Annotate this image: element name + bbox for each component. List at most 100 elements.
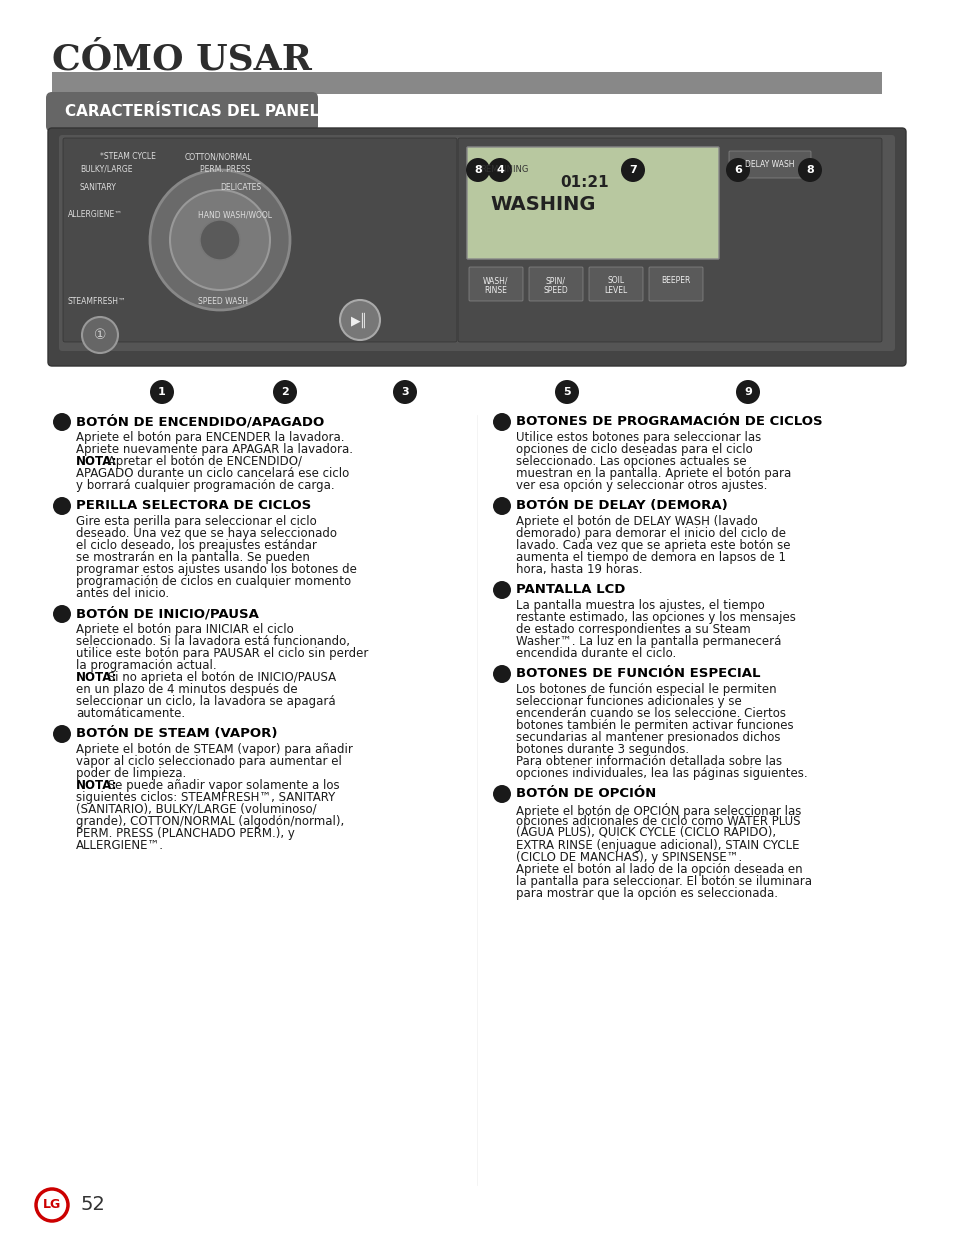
Text: Apriete el botón de DELAY WASH (lavado: Apriete el botón de DELAY WASH (lavado xyxy=(516,515,757,529)
Text: 6: 6 xyxy=(733,165,741,175)
Text: restante estimado, las opciones y los mensajes: restante estimado, las opciones y los me… xyxy=(516,611,795,624)
Text: Washer™. La luz en la pantalla permanecerá: Washer™. La luz en la pantalla permanece… xyxy=(516,635,781,648)
FancyBboxPatch shape xyxy=(59,135,894,351)
FancyBboxPatch shape xyxy=(728,151,810,178)
Circle shape xyxy=(170,190,270,290)
Text: NOTA:: NOTA: xyxy=(76,454,117,468)
FancyBboxPatch shape xyxy=(588,267,642,301)
Text: CARACTERÍSTICAS DEL PANEL DE CONTROL: CARACTERÍSTICAS DEL PANEL DE CONTROL xyxy=(65,105,434,120)
Text: secundarias al mantener presionados dichos: secundarias al mantener presionados dich… xyxy=(516,731,780,743)
Text: programación de ciclos en cualquier momento: programación de ciclos en cualquier mome… xyxy=(76,576,351,588)
Text: la pantalla para seleccionar. El botón se iluminara: la pantalla para seleccionar. El botón s… xyxy=(516,876,811,888)
Text: ①: ① xyxy=(93,329,106,342)
Text: 8: 8 xyxy=(805,165,813,175)
Text: 5: 5 xyxy=(562,387,570,396)
Text: *STEAM CYCLE: *STEAM CYCLE xyxy=(100,152,155,161)
Text: ▶║: ▶║ xyxy=(351,312,368,327)
Text: RINSE: RINSE xyxy=(484,287,507,295)
Text: Apriete nuevamente para APAGAR la lavadora.: Apriete nuevamente para APAGAR la lavado… xyxy=(76,443,353,456)
Text: muestran en la pantalla. Apriete el botón para: muestran en la pantalla. Apriete el botó… xyxy=(516,467,790,480)
Text: 5: 5 xyxy=(498,417,505,427)
Circle shape xyxy=(493,664,511,683)
Text: siguientes ciclos: STEAMFRESH™, SANITARY: siguientes ciclos: STEAMFRESH™, SANITARY xyxy=(76,790,335,804)
Text: Utilice estos botones para seleccionar las: Utilice estos botones para seleccionar l… xyxy=(516,431,760,445)
Text: 3: 3 xyxy=(58,609,66,619)
Text: (CICLO DE MANCHAS), y SPINSENSE™.: (CICLO DE MANCHAS), y SPINSENSE™. xyxy=(516,851,741,864)
Text: WASH/: WASH/ xyxy=(483,275,508,285)
Text: encenderán cuando se los seleccione. Ciertos: encenderán cuando se los seleccione. Cie… xyxy=(516,706,785,720)
Text: Apretar el botón de ENCENDIDO/: Apretar el botón de ENCENDIDO/ xyxy=(103,454,301,468)
Text: Los botones de función especial le permiten: Los botones de función especial le permi… xyxy=(516,683,776,697)
Circle shape xyxy=(465,158,490,182)
Text: se mostrarán en la pantalla. Se pueden: se mostrarán en la pantalla. Se pueden xyxy=(76,551,310,564)
Text: DELICATES: DELICATES xyxy=(220,183,261,191)
Text: seleccionar funciones adicionales y se: seleccionar funciones adicionales y se xyxy=(516,695,741,708)
Text: encendida durante el ciclo.: encendida durante el ciclo. xyxy=(516,647,676,659)
Text: SPIN/: SPIN/ xyxy=(545,275,565,285)
Text: Gire esta perilla para seleccionar el ciclo: Gire esta perilla para seleccionar el ci… xyxy=(76,515,316,529)
Circle shape xyxy=(493,412,511,431)
Text: la programación actual.: la programación actual. xyxy=(76,659,216,672)
Text: Apriete el botón de OPCIÓN para seleccionar las: Apriete el botón de OPCIÓN para seleccio… xyxy=(516,803,801,818)
Circle shape xyxy=(620,158,644,182)
Circle shape xyxy=(488,158,512,182)
Circle shape xyxy=(797,158,821,182)
Text: EXTRA RINSE (enjuague adicional), STAIN CYCLE: EXTRA RINSE (enjuague adicional), STAIN … xyxy=(516,839,799,852)
Text: para mostrar que la opción es seleccionada.: para mostrar que la opción es selecciona… xyxy=(516,887,778,900)
Circle shape xyxy=(493,580,511,599)
Text: botones durante 3 segundos.: botones durante 3 segundos. xyxy=(516,743,688,756)
Text: BOTÓN DE STEAM (VAPOR): BOTÓN DE STEAM (VAPOR) xyxy=(76,727,277,740)
FancyBboxPatch shape xyxy=(46,91,317,132)
Text: Apriete el botón para ENCENDER la lavadora.: Apriete el botón para ENCENDER la lavado… xyxy=(76,431,344,445)
Text: aumenta el tiempo de demora en lapsos de 1: aumenta el tiempo de demora en lapsos de… xyxy=(516,551,785,564)
FancyBboxPatch shape xyxy=(63,138,456,342)
Text: (SANITARIO), BULKY/LARGE (voluminoso/: (SANITARIO), BULKY/LARGE (voluminoso/ xyxy=(76,803,316,816)
Text: La pantalla muestra los ajustes, el tiempo: La pantalla muestra los ajustes, el tiem… xyxy=(516,599,764,613)
Circle shape xyxy=(82,317,118,353)
Text: WASHING: WASHING xyxy=(490,195,595,214)
Text: 1: 1 xyxy=(158,387,166,396)
Text: 52: 52 xyxy=(80,1195,105,1214)
Text: 1: 1 xyxy=(58,417,66,427)
Text: lavado. Cada vez que se aprieta este botón se: lavado. Cada vez que se aprieta este bot… xyxy=(516,538,790,552)
Text: PERILLA SELECTORA DE CICLOS: PERILLA SELECTORA DE CICLOS xyxy=(76,499,311,513)
Text: seleccionado. Las opciones actuales se: seleccionado. Las opciones actuales se xyxy=(516,454,746,468)
Text: 4: 4 xyxy=(58,729,66,739)
Circle shape xyxy=(555,380,578,404)
Text: REMAINING: REMAINING xyxy=(479,165,528,174)
Text: NOTA:: NOTA: xyxy=(76,671,117,684)
Text: ALLERGIENE™.: ALLERGIENE™. xyxy=(76,839,164,852)
Text: 6: 6 xyxy=(498,501,505,511)
FancyBboxPatch shape xyxy=(529,267,582,301)
Text: vapor al ciclo seleccionado para aumentar el: vapor al ciclo seleccionado para aumenta… xyxy=(76,755,341,768)
Text: ALLERGIENE™: ALLERGIENE™ xyxy=(68,210,123,219)
Text: demorado) para demorar el inicio del ciclo de: demorado) para demorar el inicio del cic… xyxy=(516,527,785,540)
Text: Apriete el botón al lado de la opción deseada en: Apriete el botón al lado de la opción de… xyxy=(516,863,801,876)
Text: botones también le permiten activar funciones: botones también le permiten activar func… xyxy=(516,719,793,732)
Circle shape xyxy=(53,725,71,743)
Text: BOTONES DE FUNCIÓN ESPECIAL: BOTONES DE FUNCIÓN ESPECIAL xyxy=(516,667,760,680)
Circle shape xyxy=(725,158,749,182)
Circle shape xyxy=(200,220,240,261)
Text: PERM. PRESS: PERM. PRESS xyxy=(200,165,250,174)
Text: programar estos ajustes usando los botones de: programar estos ajustes usando los boton… xyxy=(76,563,356,576)
Circle shape xyxy=(735,380,760,404)
Text: 7: 7 xyxy=(628,165,637,175)
Text: antes del inicio.: antes del inicio. xyxy=(76,587,169,600)
Text: 4: 4 xyxy=(496,165,503,175)
FancyBboxPatch shape xyxy=(648,267,702,301)
Text: BULKY/LARGE: BULKY/LARGE xyxy=(80,165,132,174)
Text: opciones de ciclo deseadas para el ciclo: opciones de ciclo deseadas para el ciclo xyxy=(516,443,752,456)
Text: de estado correspondientes a su Steam: de estado correspondientes a su Steam xyxy=(516,622,750,636)
Text: 3: 3 xyxy=(401,387,409,396)
Text: STEAMFRESH™: STEAMFRESH™ xyxy=(68,296,127,306)
Text: PANTALLA LCD: PANTALLA LCD xyxy=(516,583,625,597)
Text: 7: 7 xyxy=(498,585,505,595)
Text: NOTA:: NOTA: xyxy=(76,779,117,792)
Text: 8: 8 xyxy=(474,165,481,175)
Text: y borrará cualquier programación de carga.: y borrará cualquier programación de carg… xyxy=(76,479,335,492)
Text: 01:21: 01:21 xyxy=(559,175,608,190)
Text: poder de limpieza.: poder de limpieza. xyxy=(76,767,186,781)
Text: Apriete el botón para INICIAR el ciclo: Apriete el botón para INICIAR el ciclo xyxy=(76,622,294,636)
Circle shape xyxy=(150,380,173,404)
